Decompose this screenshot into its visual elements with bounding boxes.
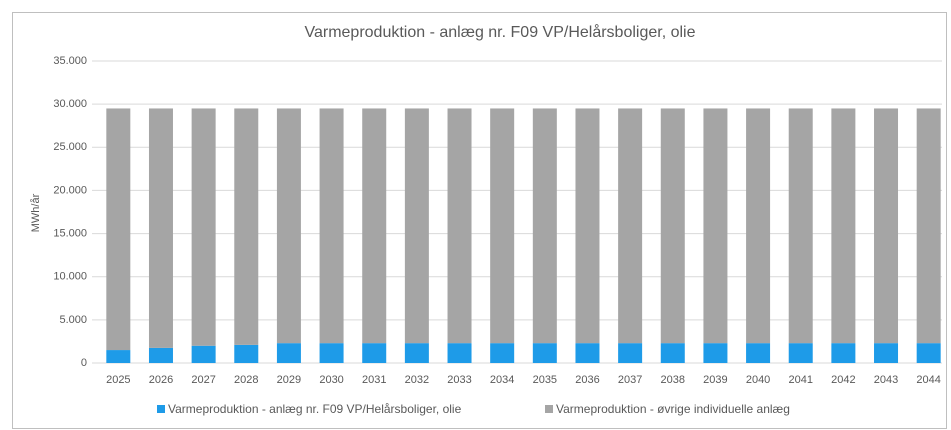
- bar-segment: [618, 343, 643, 363]
- x-tick-label: 2035: [533, 374, 557, 386]
- y-axis-label: MWh/år: [30, 193, 42, 232]
- bar-segment: [618, 108, 643, 344]
- bar-segment: [447, 343, 472, 363]
- bar-segment: [362, 108, 387, 344]
- bar-segment: [532, 343, 557, 363]
- bar-segment: [404, 343, 429, 363]
- bar-segment: [106, 350, 131, 363]
- bar-segment: [916, 108, 941, 344]
- bar-segment: [234, 344, 259, 363]
- bar-segment: [191, 345, 216, 363]
- x-tick-label: 2038: [661, 374, 685, 386]
- y-tick-label: 35.000: [53, 55, 87, 67]
- bar-segment: [404, 108, 429, 344]
- bar-segment: [276, 108, 301, 344]
- x-tick-label: 2041: [788, 374, 812, 386]
- y-tick-label: 30.000: [53, 98, 87, 110]
- x-tick-label: 2025: [106, 374, 130, 386]
- bar-segment: [447, 108, 472, 344]
- bar-segment: [746, 343, 771, 363]
- x-tick-label: 2032: [405, 374, 429, 386]
- bar-segment: [362, 343, 387, 363]
- y-tick-label: 5.000: [59, 314, 87, 326]
- x-tick-label: 2044: [916, 374, 940, 386]
- x-tick-label: 2027: [191, 374, 215, 386]
- bar-segment: [874, 108, 899, 344]
- bar-segment: [191, 108, 216, 346]
- x-tick-label: 2026: [149, 374, 173, 386]
- bar-segment: [703, 108, 728, 344]
- y-tick-label: 15.000: [53, 227, 87, 239]
- chart-title: Varmeproduktion - anlæg nr. F09 VP/Helår…: [304, 23, 695, 41]
- legend-swatch: [545, 405, 553, 413]
- bar-segment: [148, 347, 173, 363]
- x-tick-label: 2033: [447, 374, 471, 386]
- bar-segment: [660, 343, 685, 363]
- bar-segment: [874, 343, 899, 363]
- x-tick-label: 2040: [746, 374, 770, 386]
- x-tick-label: 2043: [874, 374, 898, 386]
- y-tick-label: 0: [81, 357, 87, 369]
- x-tick-label: 2029: [277, 374, 301, 386]
- y-tick-label: 20.000: [53, 184, 87, 196]
- legend-label: Varmeproduktion - øvrige individuelle an…: [556, 402, 790, 416]
- bar-segment: [575, 343, 600, 363]
- x-tick-label: 2036: [575, 374, 599, 386]
- bar-segment: [831, 343, 856, 363]
- bar-segment: [106, 108, 131, 351]
- bar-segment: [788, 108, 813, 344]
- bar-segment: [490, 343, 515, 363]
- bar-segment: [490, 108, 515, 344]
- bar-segment: [916, 343, 941, 363]
- x-tick-label: 2037: [618, 374, 642, 386]
- bar-segment: [660, 108, 685, 344]
- bar-segment: [148, 108, 173, 348]
- bar-segment: [532, 108, 557, 344]
- y-tick-label: 25.000: [53, 141, 87, 153]
- x-tick-label: 2028: [234, 374, 258, 386]
- bar-segment: [703, 343, 728, 363]
- x-tick-label: 2039: [703, 374, 727, 386]
- bar-segment: [319, 108, 344, 344]
- bar-segment: [788, 343, 813, 363]
- bar-segment: [746, 108, 771, 344]
- x-tick-label: 2034: [490, 374, 514, 386]
- y-tick-label: 10.000: [53, 271, 87, 283]
- bar-segment: [234, 108, 259, 345]
- legend-label: Varmeproduktion - anlæg nr. F09 VP/Helår…: [168, 402, 462, 416]
- x-tick-label: 2042: [831, 374, 855, 386]
- bar-segment: [319, 343, 344, 363]
- legend-swatch: [157, 405, 165, 413]
- x-tick-label: 2030: [319, 374, 343, 386]
- bar-segment: [575, 108, 600, 344]
- bar-segment: [831, 108, 856, 344]
- x-tick-label: 2031: [362, 374, 386, 386]
- bar-segment: [276, 343, 301, 363]
